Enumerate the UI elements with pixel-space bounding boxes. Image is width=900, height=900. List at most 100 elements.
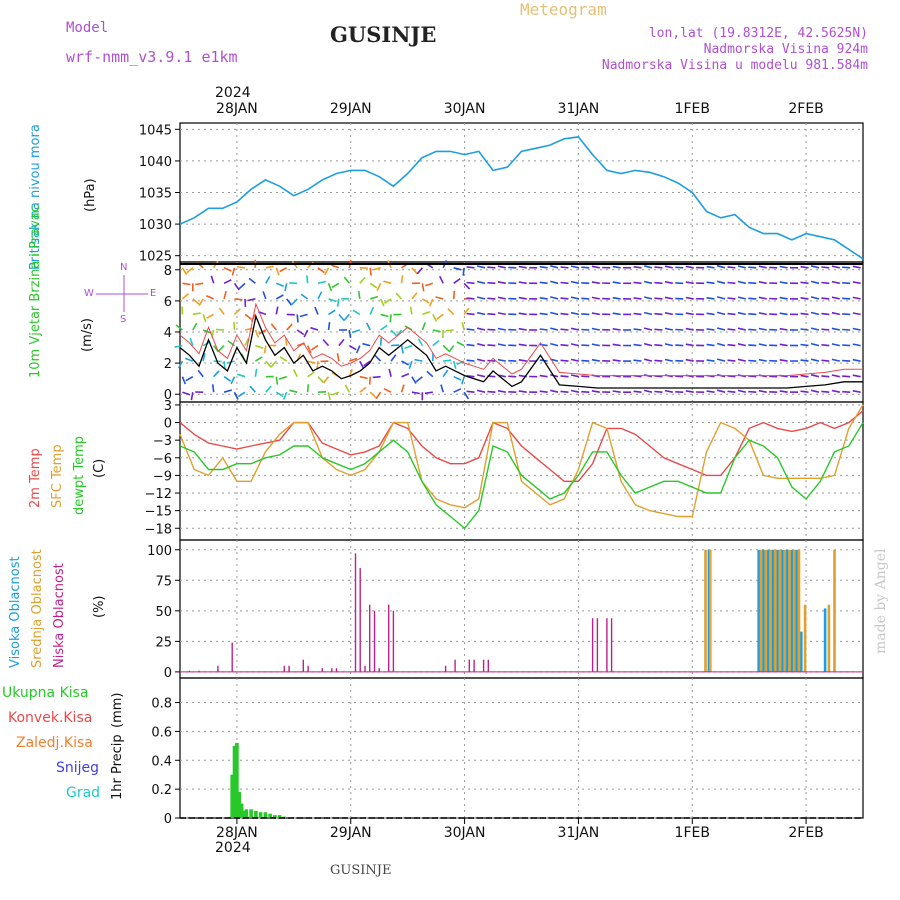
wind-arrow (328, 309, 336, 316)
wind-arrow (852, 358, 861, 362)
precip-bar (273, 815, 277, 818)
wind-arrow (192, 312, 201, 316)
wind-arrow (262, 291, 267, 300)
wind-arrow (363, 360, 371, 367)
wind-arrow (202, 314, 207, 323)
wind-arrow (477, 265, 486, 269)
wind-arrow (591, 358, 600, 362)
top-day-label-2: 30JAN (444, 101, 486, 117)
ytick-label-temperature-7: −18 (145, 522, 172, 537)
wind-arrow (477, 389, 486, 393)
wind-arrow (463, 282, 471, 290)
wind-arrow (581, 359, 590, 362)
wind-arrow (415, 376, 423, 383)
wind-arrow (230, 376, 236, 385)
wind-arrow (539, 343, 548, 347)
wind-arrow (518, 390, 527, 393)
wind-arrow (289, 282, 298, 285)
wind-arrow (190, 392, 194, 401)
temp-line-sfc (179, 404, 864, 518)
wind-arrow (821, 281, 830, 285)
wind-arrow (182, 391, 191, 396)
wind-arrow (800, 359, 809, 362)
legend-conv-rain: Konvek.Kisa (8, 710, 93, 726)
wind-arrow (831, 265, 840, 269)
wind-arrow (206, 313, 215, 319)
top-day-label-3: 31JAN (558, 101, 600, 117)
cloud-bar-low (354, 553, 357, 672)
wind-arrow (487, 313, 496, 316)
wind-arrow (477, 327, 486, 331)
wind-arrow (376, 282, 382, 291)
wind-arrow (477, 374, 486, 378)
wind-arrow (539, 297, 548, 300)
wind-arrow (591, 265, 600, 269)
wind-arrow (284, 283, 288, 292)
cloud-bar-low (482, 659, 485, 672)
wind-arrow (400, 345, 404, 354)
wind-arrow (727, 359, 736, 362)
wind-arrow (338, 313, 345, 322)
wind-arrow (276, 282, 284, 287)
precip-bar (263, 812, 268, 818)
wind-arrow (570, 327, 580, 331)
cloud-bar-mid (783, 549, 786, 672)
wind-arrow (842, 390, 851, 393)
ytick-label-temperature-3: −6 (153, 452, 172, 467)
wind-arrow (644, 311, 653, 316)
wind-arrow (831, 374, 840, 378)
cloud-bar-mid (797, 549, 801, 672)
wind-arrow (581, 282, 590, 285)
wind-arrow (539, 281, 548, 285)
cloud-bar-low (454, 659, 456, 672)
wind-label: 10m Vjetar Brzina i Pravac (28, 205, 43, 378)
wind-arrow (265, 385, 272, 393)
wind-arrow (779, 312, 788, 316)
wind-arrow (487, 344, 496, 347)
elevation-text: Nadmorska Visina 924m (703, 42, 868, 57)
wind-arrow (716, 342, 726, 347)
legend-total-rain: Ukupna Kisa (2, 685, 89, 701)
bottom-day-label-0: 28JAN (216, 825, 258, 841)
cloud-bar-mid (792, 549, 796, 672)
cloud-bar-low (487, 659, 489, 672)
wind-arrow (758, 389, 767, 393)
wind-arrow (236, 266, 246, 269)
wind-arrow (303, 329, 309, 338)
wind-arrow (174, 344, 183, 348)
cloud-bar-low (373, 610, 376, 672)
wind-arrow (612, 359, 621, 362)
wind-arrow (748, 328, 757, 331)
wind-arrow (716, 264, 726, 269)
wind-arrow (560, 359, 569, 362)
cloud-bar-low (369, 604, 371, 672)
wind-arrow (842, 282, 851, 285)
wind-arrow (401, 372, 410, 378)
wind-arrow (581, 390, 590, 393)
wind-arrow (233, 282, 240, 291)
wind-arrow (852, 312, 861, 316)
wind-arrow (388, 368, 392, 377)
wind-arrow (664, 265, 673, 269)
wind-arrow (810, 342, 820, 347)
precip-bar (244, 809, 249, 818)
wind-arrow (404, 344, 413, 350)
wind-arrow (831, 389, 840, 393)
wind-arrow (748, 313, 757, 316)
ytick-label-precip-0: 0 (164, 812, 172, 827)
wind-arrow (560, 312, 569, 316)
wind-arrow (445, 329, 454, 332)
wind-arrow (633, 281, 642, 285)
wind-arrow (275, 267, 280, 276)
wind-arrow (560, 281, 569, 285)
wind-arrow (706, 359, 715, 362)
wind-arrow (779, 327, 788, 331)
wind-arrow (831, 280, 840, 285)
wind-arrow (497, 327, 506, 331)
wind-arrow (800, 265, 809, 269)
wind-arrow (391, 344, 400, 347)
wind-arrow (800, 281, 809, 285)
wind-arrow (821, 359, 830, 362)
cloud-bar-low (364, 665, 366, 672)
wind-arrow (223, 279, 232, 285)
